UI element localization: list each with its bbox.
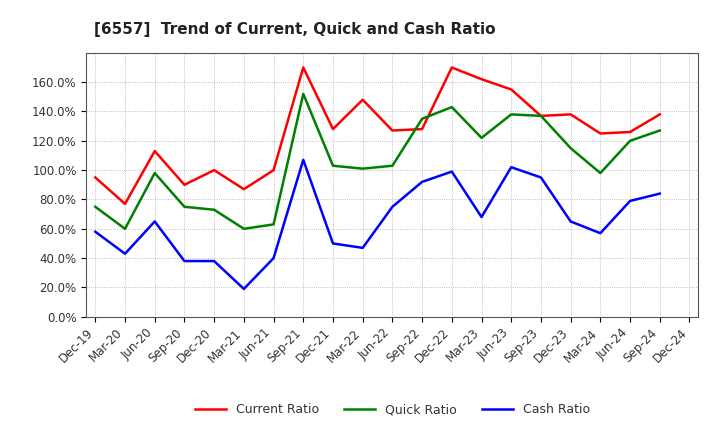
Current Ratio: [477, 77, 486, 82]
Current Ratio: [626, 129, 634, 135]
Cash Ratio: [121, 251, 130, 257]
Cash Ratio: [359, 245, 367, 250]
Quick Ratio: [328, 163, 337, 169]
Quick Ratio: [299, 91, 307, 96]
Legend: Current Ratio, Quick Ratio, Cash Ratio: Current Ratio, Quick Ratio, Cash Ratio: [189, 399, 595, 422]
Cash Ratio: [240, 286, 248, 292]
Cash Ratio: [448, 169, 456, 174]
Current Ratio: [655, 112, 664, 117]
Text: [6557]  Trend of Current, Quick and Cash Ratio: [6557] Trend of Current, Quick and Cash …: [94, 22, 495, 37]
Quick Ratio: [507, 112, 516, 117]
Cash Ratio: [210, 258, 218, 264]
Cash Ratio: [269, 256, 278, 261]
Cash Ratio: [299, 157, 307, 162]
Quick Ratio: [91, 204, 99, 209]
Cash Ratio: [150, 219, 159, 224]
Quick Ratio: [180, 204, 189, 209]
Quick Ratio: [269, 222, 278, 227]
Line: Quick Ratio: Quick Ratio: [95, 94, 660, 229]
Current Ratio: [269, 168, 278, 173]
Current Ratio: [328, 126, 337, 132]
Cash Ratio: [328, 241, 337, 246]
Current Ratio: [150, 148, 159, 154]
Cash Ratio: [477, 214, 486, 220]
Current Ratio: [121, 201, 130, 206]
Current Ratio: [91, 175, 99, 180]
Current Ratio: [567, 112, 575, 117]
Quick Ratio: [388, 163, 397, 169]
Current Ratio: [359, 97, 367, 103]
Quick Ratio: [150, 170, 159, 176]
Current Ratio: [210, 168, 218, 173]
Cash Ratio: [655, 191, 664, 196]
Quick Ratio: [567, 146, 575, 151]
Line: Cash Ratio: Cash Ratio: [95, 160, 660, 289]
Quick Ratio: [448, 104, 456, 110]
Quick Ratio: [655, 128, 664, 133]
Quick Ratio: [121, 226, 130, 231]
Current Ratio: [596, 131, 605, 136]
Quick Ratio: [210, 207, 218, 213]
Cash Ratio: [180, 258, 189, 264]
Current Ratio: [299, 65, 307, 70]
Cash Ratio: [626, 198, 634, 204]
Quick Ratio: [418, 116, 426, 121]
Line: Current Ratio: Current Ratio: [95, 67, 660, 204]
Current Ratio: [507, 87, 516, 92]
Quick Ratio: [359, 166, 367, 171]
Cash Ratio: [418, 179, 426, 184]
Current Ratio: [418, 126, 426, 132]
Quick Ratio: [626, 138, 634, 143]
Current Ratio: [180, 182, 189, 187]
Current Ratio: [448, 65, 456, 70]
Quick Ratio: [536, 113, 545, 118]
Cash Ratio: [388, 204, 397, 209]
Cash Ratio: [596, 231, 605, 236]
Quick Ratio: [596, 170, 605, 176]
Current Ratio: [240, 187, 248, 192]
Quick Ratio: [240, 226, 248, 231]
Cash Ratio: [567, 219, 575, 224]
Cash Ratio: [507, 165, 516, 170]
Cash Ratio: [536, 175, 545, 180]
Current Ratio: [388, 128, 397, 133]
Quick Ratio: [477, 135, 486, 140]
Current Ratio: [536, 113, 545, 118]
Cash Ratio: [91, 229, 99, 235]
